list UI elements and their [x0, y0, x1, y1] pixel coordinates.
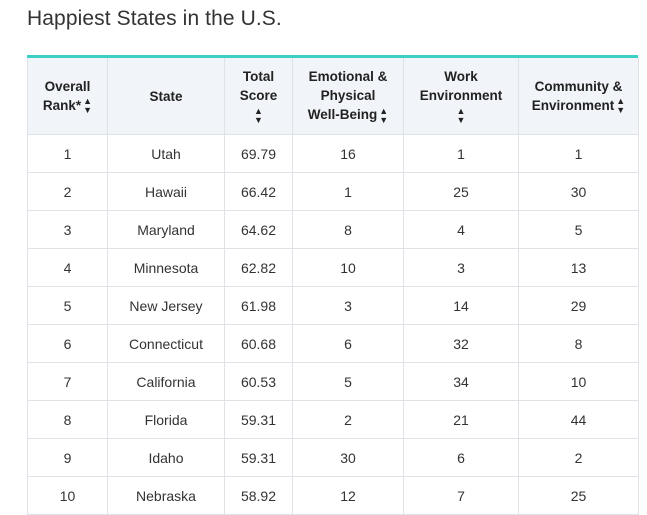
table-row: 5 New Jersey 61.98 3 14 29 — [27, 286, 639, 325]
column-header-state[interactable]: State — [107, 58, 225, 135]
cell-work: 7 — [403, 476, 519, 515]
cell-total-score: 59.31 — [224, 438, 293, 477]
cell-community: 10 — [518, 362, 639, 401]
table-row: 3 Maryland 64.62 8 4 5 — [27, 210, 639, 249]
column-header-label: Rank* — [42, 97, 82, 113]
cell-emotional: 12 — [292, 476, 404, 515]
cell-total-score: 64.62 — [224, 210, 293, 249]
cell-community: 13 — [518, 248, 639, 287]
cell-total-score: 60.68 — [224, 324, 293, 363]
cell-community: 5 — [518, 210, 639, 249]
cell-emotional: 8 — [292, 210, 404, 249]
rankings-table-container: Overall Rank* ▲ ▼ State Total Score ▲ ▼ Emo… — [27, 55, 639, 515]
cell-emotional: 3 — [292, 286, 404, 325]
column-header-total-score[interactable]: Total Score ▲ ▼ — [224, 58, 293, 135]
cell-emotional: 5 — [292, 362, 404, 401]
cell-work: 14 — [403, 286, 519, 325]
cell-work: 34 — [403, 362, 519, 401]
cell-community: 8 — [518, 324, 639, 363]
cell-total-score: 62.82 — [224, 248, 293, 287]
cell-rank: 5 — [27, 286, 108, 325]
cell-rank: 4 — [27, 248, 108, 287]
sort-updown-icon[interactable]: ▲ ▼ — [456, 106, 466, 125]
column-header-label: Overall — [44, 78, 91, 94]
column-header-label: Environment — [419, 88, 503, 103]
cell-rank: 7 — [27, 362, 108, 401]
cell-total-score: 66.42 — [224, 172, 293, 211]
cell-rank: 8 — [27, 400, 108, 439]
cell-state: New Jersey — [107, 286, 225, 325]
cell-state: Connecticut — [107, 324, 225, 363]
sort-updown-icon[interactable]: ▲ ▼ — [254, 106, 263, 125]
table-row: 10 Nebraska 58.92 12 7 25 — [27, 476, 639, 515]
cell-community: 2 — [518, 438, 639, 477]
column-header-label: Total — [242, 69, 275, 84]
table-row: 7 California 60.53 5 34 10 — [27, 362, 639, 401]
cell-state: Hawaii — [107, 172, 225, 211]
column-header-work-environment[interactable]: Work Environment ▲ ▼ — [403, 58, 519, 135]
cell-work: 21 — [403, 400, 519, 439]
table-row: 1 Utah 69.79 16 1 1 — [27, 134, 639, 173]
table-row: 2 Hawaii 66.42 1 25 30 — [27, 172, 639, 211]
cell-rank: 3 — [27, 210, 108, 249]
column-header-label: Score — [239, 88, 278, 103]
cell-state: Idaho — [107, 438, 225, 477]
cell-emotional: 1 — [292, 172, 404, 211]
cell-community: 29 — [518, 286, 639, 325]
cell-total-score: 61.98 — [224, 286, 293, 325]
column-header-emotional-physical-well-being[interactable]: Emotional & Physical Well-Being ▲ ▼ — [292, 58, 404, 135]
column-header-overall-rank[interactable]: Overall Rank* ▲ ▼ — [27, 58, 108, 135]
column-header-label: Well-Being — [307, 107, 378, 123]
table-body: 1 Utah 69.79 16 1 1 2 Hawaii 66.42 1 25 … — [27, 134, 639, 515]
cell-emotional: 16 — [292, 134, 404, 173]
cell-work: 3 — [403, 248, 519, 287]
cell-work: 25 — [403, 172, 519, 211]
sort-updown-icon[interactable]: ▲ ▼ — [616, 96, 626, 116]
column-header-label: Emotional & — [308, 69, 388, 85]
column-header-label: Work — [444, 69, 478, 84]
cell-rank: 6 — [27, 324, 108, 363]
column-header-label: Physical — [320, 88, 376, 104]
cell-work: 1 — [403, 134, 519, 173]
cell-community: 25 — [518, 476, 639, 515]
cell-emotional: 30 — [292, 438, 404, 477]
table-header: Overall Rank* ▲ ▼ State Total Score ▲ ▼ Emo… — [27, 58, 639, 135]
cell-work: 4 — [403, 210, 519, 249]
cell-state: Maryland — [107, 210, 225, 249]
column-header-label: State — [149, 88, 183, 104]
rankings-table: Overall Rank* ▲ ▼ State Total Score ▲ ▼ Emo… — [27, 58, 639, 515]
cell-work: 32 — [403, 324, 519, 363]
sort-updown-icon[interactable]: ▲ ▼ — [83, 96, 93, 116]
cell-emotional: 2 — [292, 400, 404, 439]
cell-rank: 10 — [27, 476, 108, 515]
cell-total-score: 69.79 — [224, 134, 293, 173]
sort-updown-icon[interactable]: ▲ ▼ — [379, 105, 389, 125]
table-row: 6 Connecticut 60.68 6 32 8 — [27, 324, 639, 363]
table-row: 9 Idaho 59.31 30 6 2 — [27, 438, 639, 477]
cell-work: 6 — [403, 438, 519, 477]
table-row: 8 Florida 59.31 2 21 44 — [27, 400, 639, 439]
cell-rank: 1 — [27, 134, 108, 173]
cell-total-score: 59.31 — [224, 400, 293, 439]
cell-rank: 2 — [27, 172, 108, 211]
cell-emotional: 6 — [292, 324, 404, 363]
cell-state: California — [107, 362, 225, 401]
cell-total-score: 58.92 — [224, 476, 293, 515]
cell-community: 1 — [518, 134, 639, 173]
cell-state: Utah — [107, 134, 225, 173]
page-title: Happiest States in the U.S. — [27, 7, 282, 30]
column-header-label: Environment — [531, 97, 615, 113]
cell-rank: 9 — [27, 438, 108, 477]
cell-community: 30 — [518, 172, 639, 211]
cell-state: Florida — [107, 400, 225, 439]
column-header-label: Community & — [534, 78, 623, 94]
cell-state: Minnesota — [107, 248, 225, 287]
cell-total-score: 60.53 — [224, 362, 293, 401]
cell-state: Nebraska — [107, 476, 225, 515]
cell-emotional: 10 — [292, 248, 404, 287]
column-header-community-environment[interactable]: Community & Environment ▲ ▼ — [518, 58, 639, 135]
table-row: 4 Minnesota 62.82 10 3 13 — [27, 248, 639, 287]
header-row: Overall Rank* ▲ ▼ State Total Score ▲ ▼ Emo… — [27, 58, 639, 135]
cell-community: 44 — [518, 400, 639, 439]
